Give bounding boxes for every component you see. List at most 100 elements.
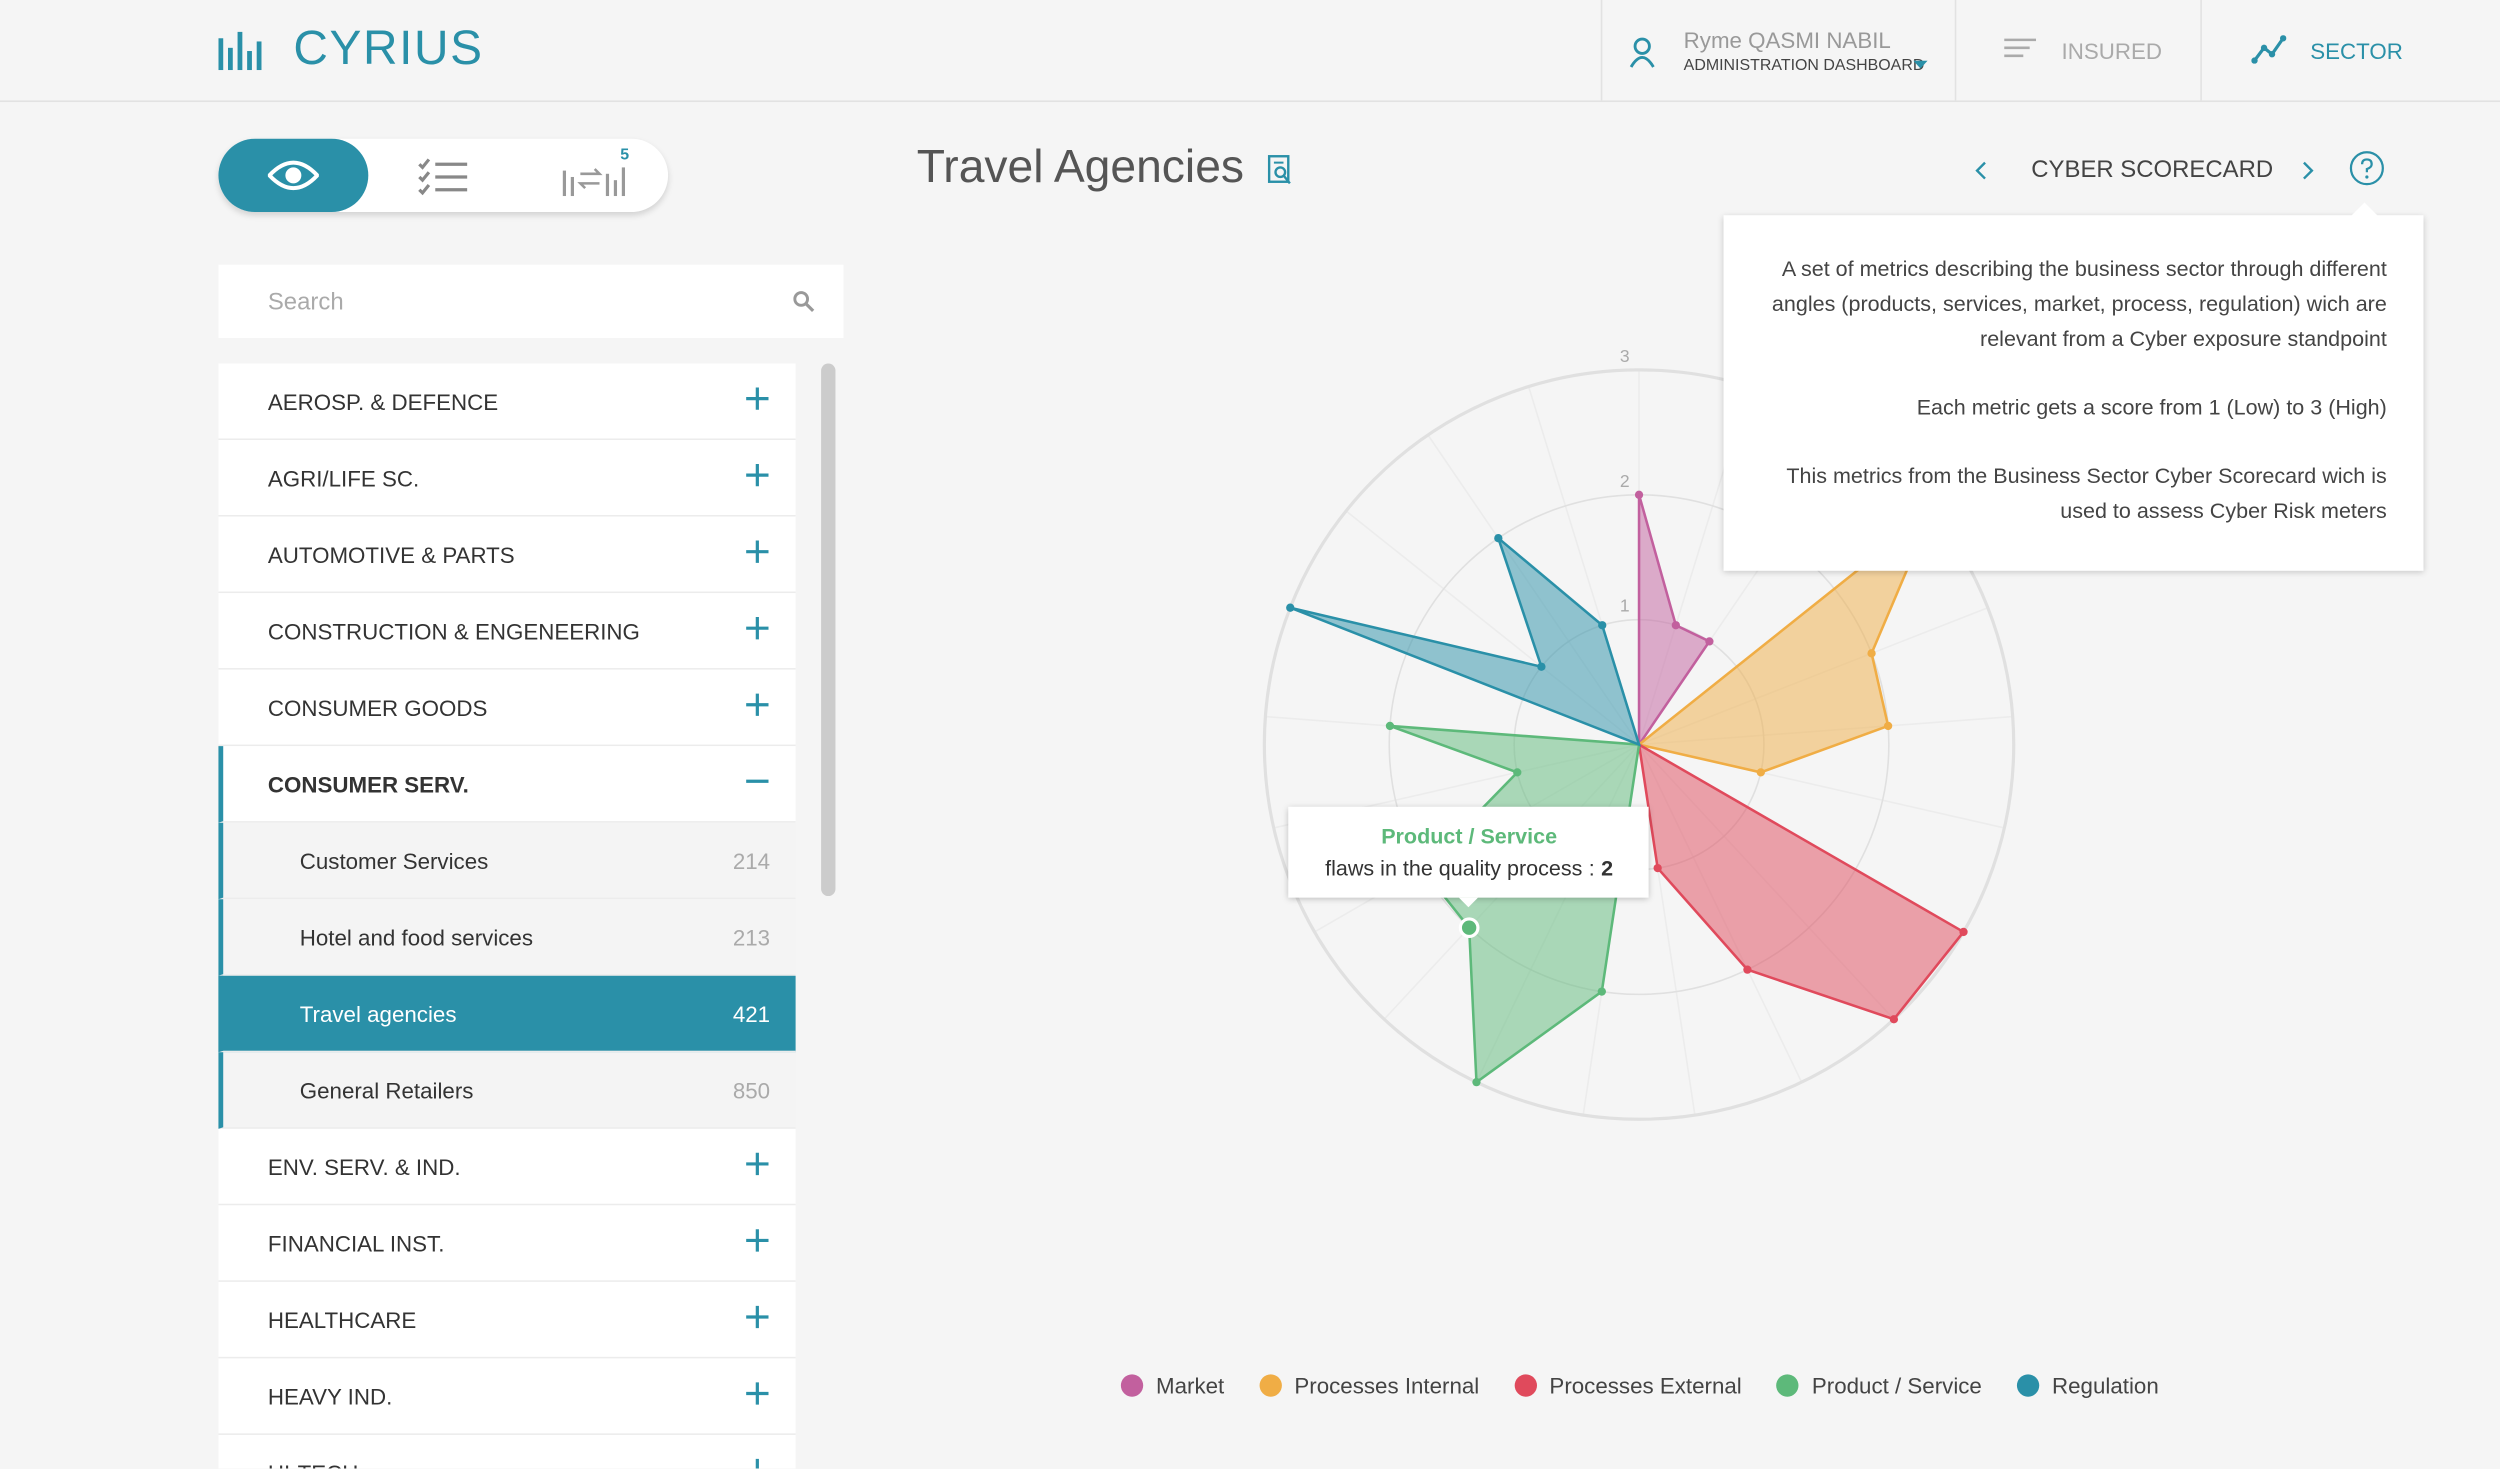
logo-icon	[218, 31, 262, 71]
legend-swatch	[1259, 1374, 1282, 1397]
subsector-row[interactable]: Travel agencies 421	[218, 975, 796, 1053]
user-icon	[1629, 37, 1655, 68]
expand-icon	[745, 686, 771, 735]
legend-label: Product / Service	[1811, 1372, 1982, 1399]
nav-sector[interactable]: SECTOR	[2310, 38, 2403, 64]
data-point	[1494, 534, 1503, 543]
data-point	[1705, 637, 1714, 646]
legend-swatch	[1514, 1374, 1537, 1397]
next-arrow[interactable]	[2299, 159, 2315, 181]
sector-name: HEALTHCARE	[267, 1307, 417, 1333]
sector-row[interactable]: CONSUMER SERV.	[218, 746, 796, 823]
data-point	[1537, 662, 1546, 671]
help-icon[interactable]	[2349, 150, 2386, 187]
legend-item[interactable]: Market	[1120, 1372, 1225, 1399]
compare-icon[interactable]	[561, 158, 628, 197]
expand-icon	[745, 1374, 771, 1423]
sector-row[interactable]: HEALTHCARE	[218, 1281, 796, 1359]
tooltip-value: 2	[1601, 855, 1614, 880]
help-text: This metrics from the Business Sector Cy…	[1786, 463, 2387, 523]
user-role[interactable]: ADMINISTRATION DASHBOARD	[1683, 57, 1925, 75]
data-point	[1889, 1015, 1899, 1024]
sector-name: HEAVY IND.	[267, 1383, 393, 1410]
subsector-row[interactable]: Customer Services 214	[218, 822, 796, 900]
legend-item[interactable]: Product / Service	[1776, 1372, 1982, 1399]
expand-icon	[745, 609, 771, 658]
sector-name: AUTOMOTIVE & PARTS	[267, 542, 515, 568]
help-popover: A set of metrics describing the business…	[1723, 215, 2424, 571]
legend: Market Processes Internal Processes Extern…	[0, 1372, 2500, 1399]
data-point	[1743, 965, 1752, 974]
collapse-icon	[745, 762, 771, 811]
sector-name: CONSTRUCTION & ENGENEERING	[267, 618, 640, 645]
search-box[interactable]: Search	[218, 264, 844, 339]
page-title: Travel Agencies	[916, 141, 1245, 193]
subsector-name: General Retailers	[299, 1077, 474, 1104]
legend-item[interactable]: Regulation	[2016, 1373, 2159, 1398]
legend-label: Market	[1156, 1372, 1225, 1399]
data-point	[1883, 721, 1893, 731]
sector-row[interactable]: CONSTRUCTION & ENGENEERING	[218, 593, 796, 670]
list-icon[interactable]	[418, 158, 469, 196]
scorecard-label: CYBER SCORECARD	[2031, 156, 2274, 184]
tooltip-metric: flaws in the quality process	[1325, 855, 1583, 880]
sector-row[interactable]: CONSUMER GOODS	[218, 669, 796, 747]
nav-insured[interactable]: INSURED	[2061, 38, 2163, 64]
expand-icon	[745, 533, 771, 582]
sector-row[interactable]: ENV. SERV. & IND.	[218, 1128, 796, 1206]
badge: 5	[620, 146, 630, 165]
sector-name: ENV. SERV. & IND.	[267, 1154, 461, 1180]
report-icon[interactable]	[1267, 155, 1294, 187]
data-point	[1959, 927, 1968, 937]
legend-swatch	[1120, 1374, 1144, 1397]
data-point	[1385, 721, 1395, 731]
legend-item[interactable]: Processes External	[1514, 1372, 1742, 1399]
data-point	[1472, 1078, 1481, 1087]
search-placeholder: Search	[267, 288, 344, 316]
series-area	[1389, 724, 1641, 1085]
legend-label: Processes External	[1549, 1372, 1742, 1399]
expand-icon	[745, 1298, 771, 1347]
sector-name: HI-TECH	[268, 1460, 359, 1468]
data-point	[1286, 603, 1295, 612]
sector-row[interactable]: HEAVY IND.	[218, 1358, 796, 1435]
legend-item[interactable]: Processes Internal	[1259, 1372, 1480, 1399]
help-text: Each metric gets a score from 1 (Low) to…	[1916, 395, 2387, 420]
view-toggle: 5	[218, 138, 669, 213]
caret	[1913, 60, 1928, 69]
r-tick-label: 3	[1620, 346, 1630, 366]
popover-arrow	[2350, 202, 2379, 217]
data-point	[1756, 768, 1765, 777]
prev-arrow[interactable]	[1974, 159, 1990, 181]
data-point	[1634, 490, 1644, 499]
subsector-row[interactable]: General Retailers 850	[218, 1052, 796, 1129]
data-point	[1653, 863, 1662, 873]
sector-row[interactable]: AGRI/LIFE SC.	[218, 440, 796, 517]
sector-row[interactable]: HI-TECH	[218, 1434, 796, 1469]
sector-row[interactable]: FINANCIAL INST.	[218, 1205, 796, 1282]
help-text: A set of metrics describing the business…	[1771, 256, 2387, 351]
data-point	[1671, 621, 1681, 630]
legend-swatch	[1776, 1374, 1800, 1397]
user-name: Ryme QASMI NABIL	[1683, 27, 1891, 53]
subsector-name: Hotel and food services	[299, 924, 534, 951]
tooltip-title: Product / Service	[1381, 824, 1558, 848]
subsector-count: 213	[732, 924, 771, 951]
toggle-view[interactable]	[218, 138, 369, 213]
data-point	[1597, 987, 1606, 996]
legend-swatch	[2016, 1374, 2040, 1397]
sector-row[interactable]: AEROSP. & DEFENCE	[218, 363, 796, 441]
data-point	[1867, 649, 1876, 658]
sector-row[interactable]: AUTOMOTIVE & PARTS	[218, 516, 796, 594]
scrollbar[interactable]	[821, 363, 836, 897]
subsector-row[interactable]: Hotel and food services 213	[218, 899, 796, 976]
sector-icon	[2251, 35, 2287, 64]
legend-label: Processes Internal	[1294, 1372, 1480, 1399]
r-tick-label: 2	[1620, 471, 1630, 491]
r-tick-label: 1	[1620, 596, 1630, 616]
search-icon	[793, 291, 815, 313]
tooltip: Product / Service flaws in the quality pr…	[1288, 806, 1650, 907]
sector-name: FINANCIAL INST.	[267, 1230, 445, 1257]
header: CYRIUS Ryme QASMI NABIL ADMINISTRATION D…	[0, 0, 2500, 103]
